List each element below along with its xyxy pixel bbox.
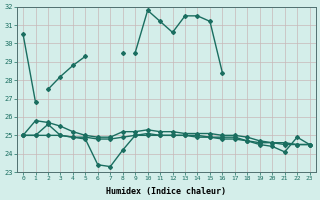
X-axis label: Humidex (Indice chaleur): Humidex (Indice chaleur) [106,187,226,196]
